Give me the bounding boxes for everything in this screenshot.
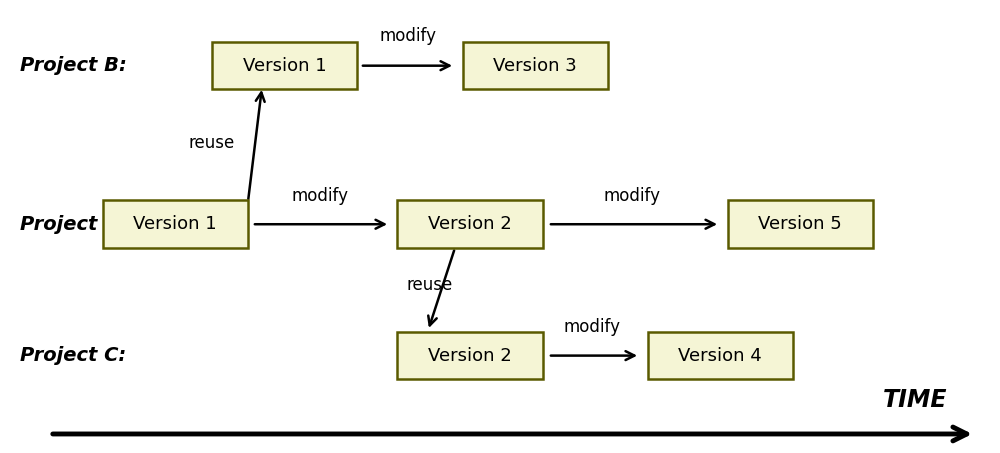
Text: TIME: TIME [883, 388, 947, 412]
Text: Project C:: Project C: [20, 346, 126, 365]
FancyBboxPatch shape [648, 332, 792, 380]
FancyBboxPatch shape [728, 200, 872, 248]
Text: modify: modify [292, 187, 349, 205]
Text: Version 2: Version 2 [428, 347, 512, 365]
Text: Project A:: Project A: [20, 215, 127, 234]
Text: reuse: reuse [407, 276, 453, 294]
Text: modify: modify [380, 27, 436, 45]
FancyBboxPatch shape [103, 200, 248, 248]
Text: Version 1: Version 1 [133, 215, 217, 233]
Text: reuse: reuse [189, 134, 235, 152]
Text: Project B:: Project B: [20, 56, 127, 75]
FancyBboxPatch shape [212, 42, 357, 90]
Text: Version 1: Version 1 [243, 57, 327, 75]
FancyBboxPatch shape [462, 42, 608, 90]
Text: Version 2: Version 2 [428, 215, 512, 233]
Text: Version 5: Version 5 [758, 215, 842, 233]
Text: modify: modify [604, 187, 660, 205]
Text: modify: modify [564, 318, 620, 336]
Text: Version 3: Version 3 [493, 57, 577, 75]
Text: Version 4: Version 4 [678, 347, 762, 365]
FancyBboxPatch shape [397, 332, 542, 380]
FancyBboxPatch shape [397, 200, 542, 248]
